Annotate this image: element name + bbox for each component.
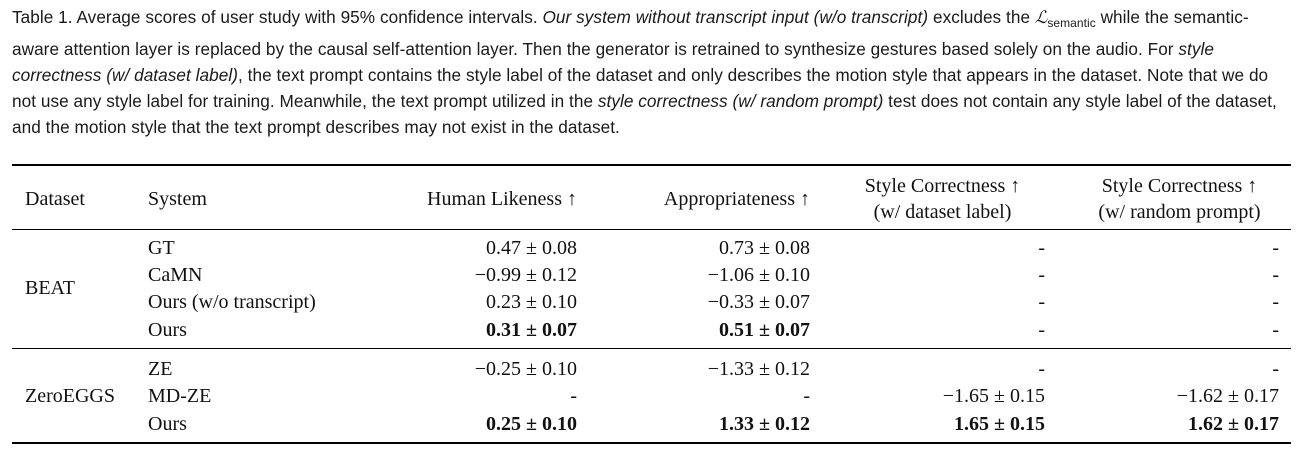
style-dataset-cell-best: 1.65 ± 0.15: [954, 413, 1045, 435]
top-rule: [12, 164, 1291, 166]
header-style-random-prompt-sub: (w/ random prompt): [1098, 201, 1261, 223]
human-likeness-cell: -: [570, 385, 577, 407]
style-dataset-cell: −1.65 ± 0.15: [942, 385, 1045, 407]
loss-subscript: semantic: [1047, 16, 1096, 30]
header-style-dataset-label: Style Correctness ↑: [864, 175, 1021, 197]
system-cell: Ours: [148, 319, 187, 341]
appropriateness-cell: −0.33 ± 0.07: [707, 291, 810, 313]
style-dataset-cell: -: [1038, 264, 1045, 286]
system-cell: GT: [148, 237, 175, 259]
header-appropriateness: Appropriateness ↑: [663, 188, 810, 210]
human-likeness-cell: −0.25 ± 0.10: [474, 358, 577, 380]
system-cell: MD-ZE: [148, 385, 212, 407]
style-random-cell: -: [1272, 237, 1279, 259]
style-random-cell: -: [1272, 291, 1279, 313]
system-cell: Ours: [148, 413, 187, 435]
human-likeness-cell: −0.99 ± 0.12: [474, 264, 577, 286]
system-cell: Ours (w/o transcript): [148, 291, 316, 313]
style-dataset-cell: -: [1038, 358, 1045, 380]
group-rule: [12, 348, 1291, 349]
header-style-dataset-label-sub: (w/ dataset label): [873, 201, 1012, 223]
caption-text-2: excludes the: [928, 7, 1035, 27]
loss-symbol: ℒ: [1034, 8, 1048, 28]
header-style-random-prompt: Style Correctness ↑: [1101, 175, 1258, 197]
style-random-cell-best: 1.62 ± 0.17: [1188, 413, 1279, 435]
appropriateness-cell: -: [803, 385, 810, 407]
caption-text-4: , the text prompt contains the style lab…: [12, 65, 1269, 111]
dataset-zeroeggs: ZeroEGGS: [25, 385, 115, 407]
appropriateness-cell-best: 1.33 ± 0.12: [719, 413, 810, 435]
style-dataset-cell: -: [1038, 237, 1045, 259]
style-random-cell: -: [1272, 358, 1279, 380]
caption-italic-2: style correctness (w/ dataset label): [12, 39, 1214, 85]
style-random-cell: -: [1272, 264, 1279, 286]
caption-text-5: test does not contain any style label of…: [12, 91, 1277, 137]
system-cell: ZE: [148, 358, 173, 380]
caption-italic-1: Our system without transcript input (w/o…: [542, 7, 929, 27]
bottom-rule: [12, 442, 1291, 444]
human-likeness-cell: 0.23 ± 0.10: [486, 291, 577, 313]
dataset-beat: BEAT: [25, 277, 75, 299]
style-random-cell: -: [1272, 319, 1279, 341]
header-human-likeness: Human Likeness ↑: [427, 188, 577, 210]
header-rule: [12, 229, 1291, 230]
appropriateness-cell-best: 0.51 ± 0.07: [719, 319, 810, 341]
system-cell: CaMN: [148, 264, 203, 286]
human-likeness-cell-best: 0.31 ± 0.07: [486, 319, 577, 341]
appropriateness-cell: −1.06 ± 0.10: [707, 264, 810, 286]
header-system: System: [148, 188, 207, 210]
table-caption: Table 1. Average scores of user study wi…: [12, 4, 1292, 140]
caption-italic-3: style correctness (w/ random prompt): [597, 91, 884, 111]
style-dataset-cell: -: [1038, 291, 1045, 313]
header-dataset: Dataset: [25, 188, 85, 210]
style-dataset-cell: -: [1038, 319, 1045, 341]
caption-text-3: while the semantic-aware attention layer…: [12, 7, 1249, 59]
human-likeness-cell: 0.47 ± 0.08: [486, 237, 577, 259]
style-random-cell: −1.62 ± 0.17: [1176, 385, 1279, 407]
caption-text-1: Table 1. Average scores of user study wi…: [12, 7, 543, 27]
appropriateness-cell: 0.73 ± 0.08: [719, 237, 810, 259]
human-likeness-cell-best: 0.25 ± 0.10: [486, 413, 577, 435]
appropriateness-cell: −1.33 ± 0.12: [707, 358, 810, 380]
